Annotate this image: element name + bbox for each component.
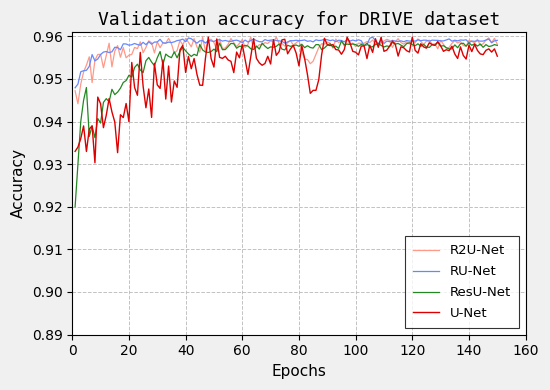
- U-Net: [92, 160, 98, 165]
- ResU-Net: [494, 43, 501, 48]
- ResU-Net: [423, 44, 430, 49]
- RU-Net: [239, 40, 246, 45]
- R2U-Net: [75, 101, 81, 106]
- Line: RU-Net: RU-Net: [75, 37, 497, 88]
- U-Net: [426, 41, 433, 45]
- U-Net: [245, 72, 251, 77]
- ResU-Net: [239, 44, 246, 49]
- ResU-Net: [72, 204, 79, 209]
- RU-Net: [211, 39, 217, 44]
- U-Net: [205, 35, 212, 39]
- R2U-Net: [216, 37, 223, 41]
- Title: Validation accuracy for DRIVE dataset: Validation accuracy for DRIVE dataset: [98, 11, 500, 29]
- R2U-Net: [199, 35, 206, 39]
- RU-Net: [494, 38, 501, 43]
- Y-axis label: Accuracy: Accuracy: [11, 148, 26, 218]
- U-Net: [72, 149, 79, 154]
- RU-Net: [369, 35, 376, 39]
- ResU-Net: [293, 43, 299, 47]
- U-Net: [494, 54, 501, 58]
- R2U-Net: [426, 38, 433, 43]
- R2U-Net: [316, 45, 322, 50]
- RU-Net: [310, 39, 316, 44]
- Legend: R2U-Net, RU-Net, ResU-Net, U-Net: R2U-Net, RU-Net, ResU-Net, U-Net: [405, 236, 519, 328]
- U-Net: [216, 55, 223, 60]
- R2U-Net: [369, 38, 376, 43]
- Line: ResU-Net: ResU-Net: [75, 41, 497, 207]
- RU-Net: [364, 43, 370, 47]
- U-Net: [369, 50, 376, 55]
- R2U-Net: [245, 42, 251, 46]
- R2U-Net: [494, 42, 501, 47]
- ResU-Net: [338, 39, 345, 43]
- ResU-Net: [366, 45, 373, 50]
- RU-Net: [423, 38, 430, 43]
- RU-Net: [72, 85, 79, 90]
- U-Net: [316, 77, 322, 82]
- RU-Net: [293, 38, 299, 43]
- U-Net: [299, 43, 305, 48]
- R2U-Net: [72, 89, 79, 93]
- ResU-Net: [211, 47, 217, 51]
- X-axis label: Epochs: Epochs: [272, 364, 326, 379]
- Line: U-Net: U-Net: [75, 37, 497, 163]
- R2U-Net: [299, 49, 305, 53]
- Line: R2U-Net: R2U-Net: [75, 37, 497, 104]
- ResU-Net: [310, 46, 316, 50]
